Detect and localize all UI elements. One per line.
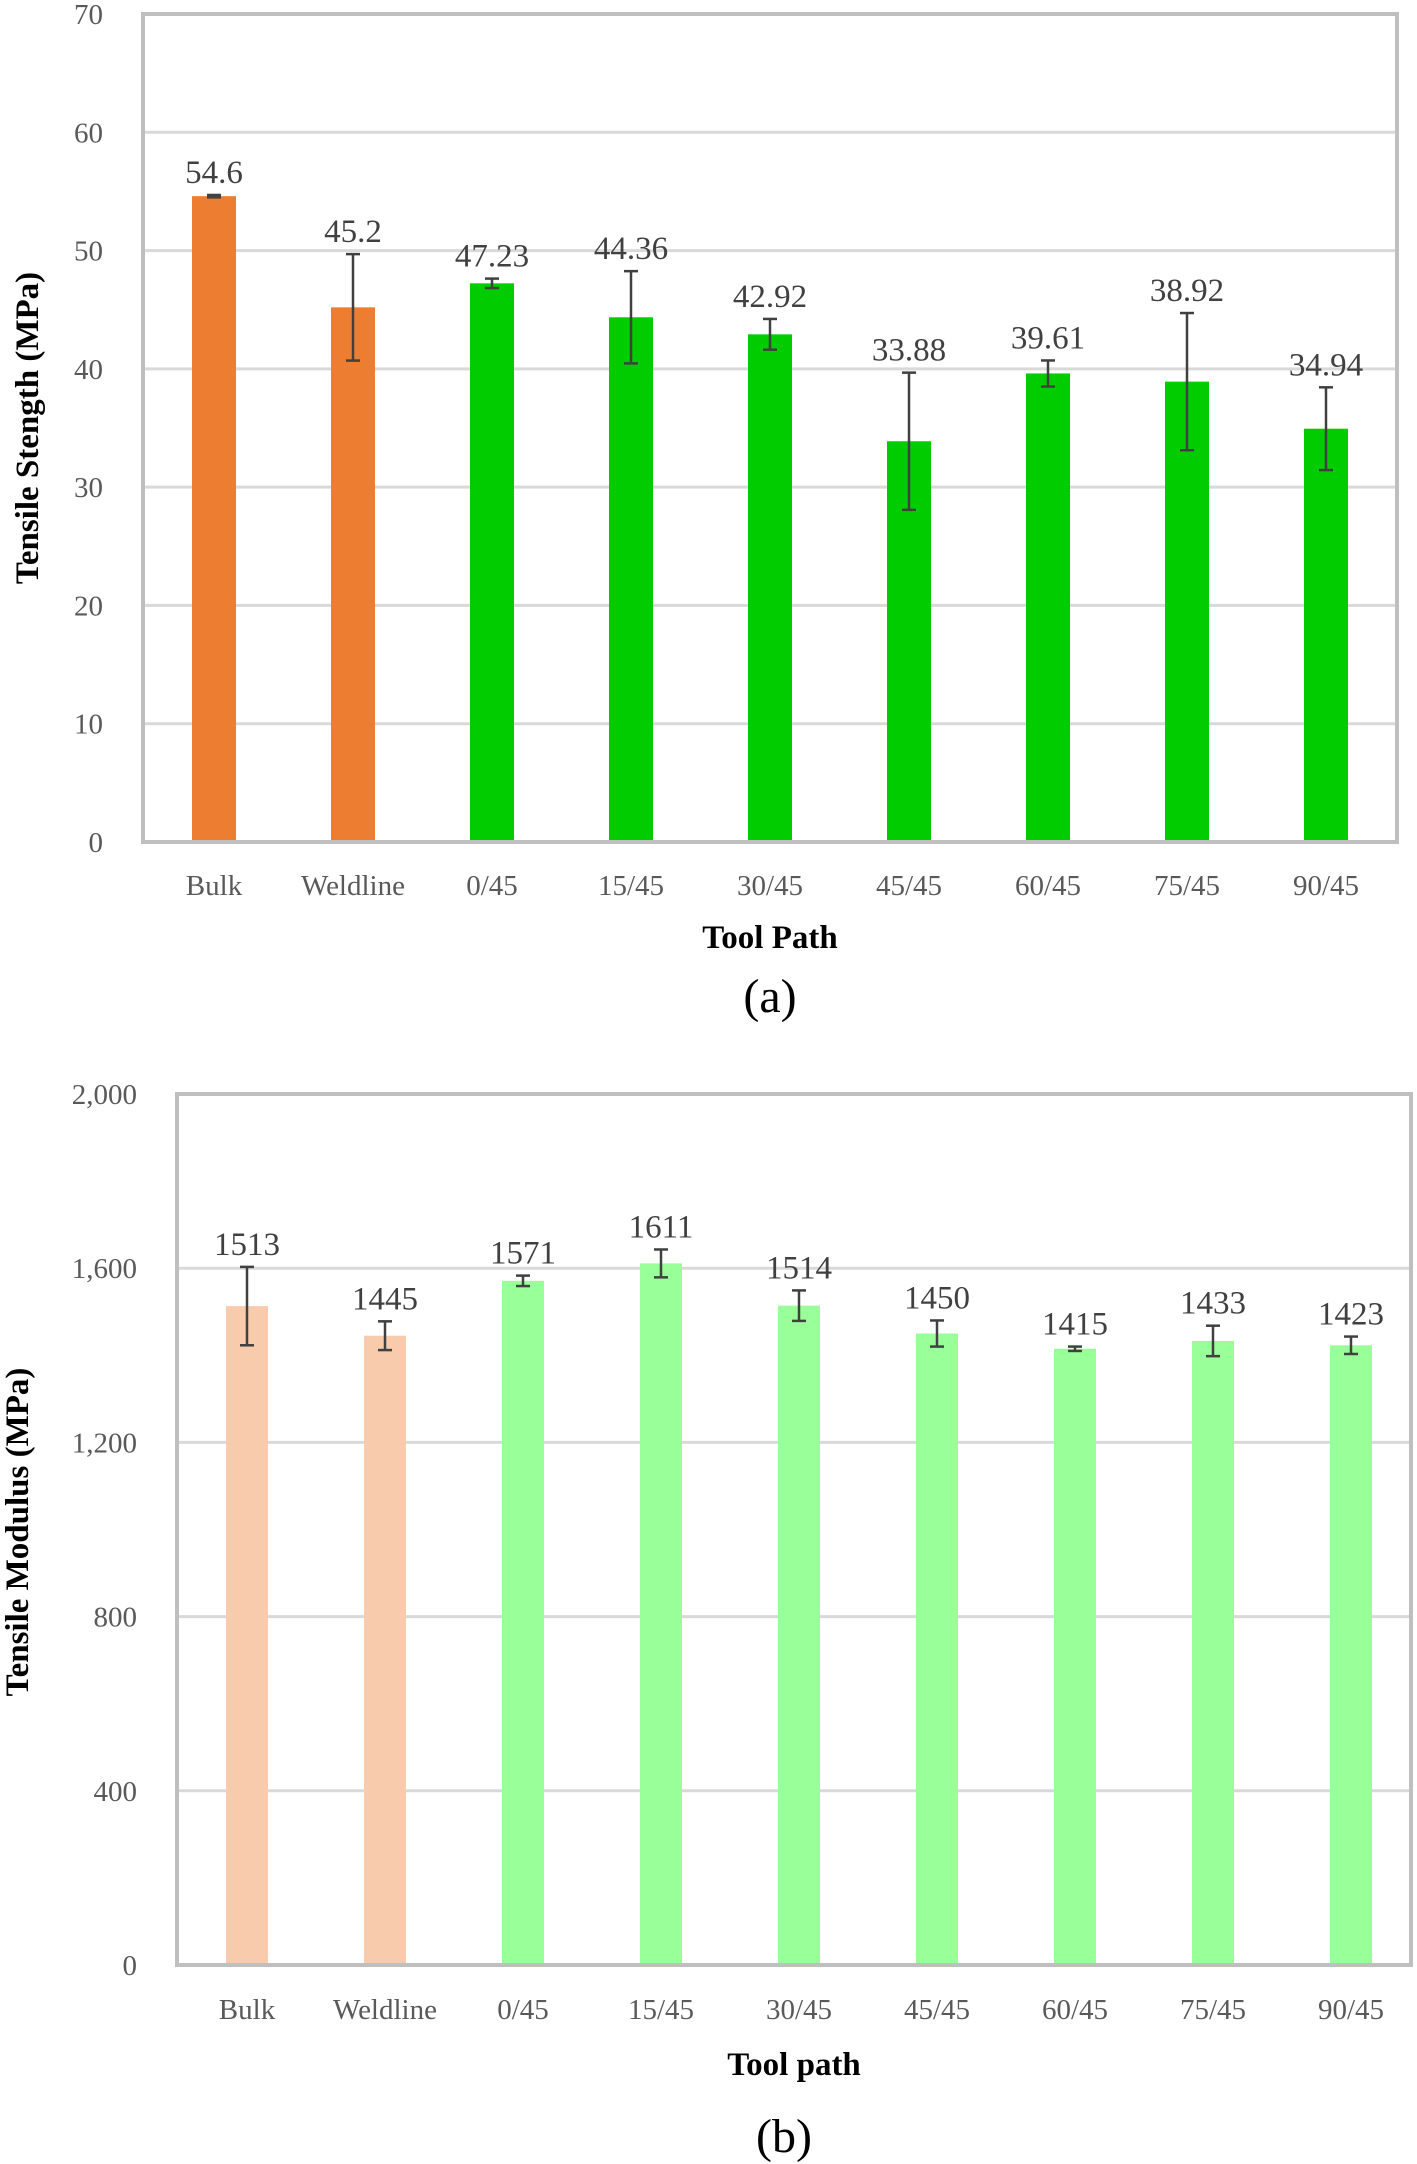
y-tick-label: 0 [89,827,104,859]
bar-15/45 [609,317,653,841]
bar-60/45 [1054,1348,1096,1963]
bar-Weldline [331,307,375,840]
y-tick-label: 20 [74,590,103,622]
plot-border [141,12,1399,844]
data-label: 1611 [629,1209,694,1245]
bar-90/45 [1304,428,1348,840]
y-tick-label: 1,600 [72,1253,137,1285]
y-tick-label: 400 [94,1776,138,1808]
x-axis-title: Tool Path [702,920,837,956]
data-label: 34.94 [1289,347,1363,383]
plot-border [175,1092,1413,1967]
y-tick-label: 2,000 [72,1079,137,1111]
data-label: 1450 [904,1280,970,1316]
y-tick-label: 1,200 [72,1427,137,1459]
x-tick-label: 0/45 [466,870,518,902]
x-tick-label: 15/45 [628,1994,694,2026]
panel-label: (b) [756,2110,812,2163]
y-tick-label: 30 [74,472,103,504]
x-tick-label: 0/45 [497,1994,549,2026]
data-label: 42.92 [733,279,807,315]
y-tick-label: 70 [74,0,103,31]
bar-Weldline [364,1335,406,1963]
data-label: 39.61 [1011,320,1085,356]
bar-90/45 [1330,1345,1372,1963]
x-tick-label: 60/45 [1042,1994,1108,2026]
data-label: 1433 [1180,1286,1246,1322]
x-tick-label: 90/45 [1293,870,1359,902]
x-tick-label: 30/45 [737,870,803,902]
x-tick-label: 75/45 [1154,870,1220,902]
data-label: 1513 [214,1227,280,1263]
y-tick-label: 0 [123,1950,138,1982]
bar-60/45 [1026,373,1070,840]
x-tick-label: 75/45 [1180,1994,1246,2026]
data-label: 38.92 [1150,273,1224,309]
bar-30/45 [778,1305,820,1963]
y-tick-label: 60 [74,117,103,149]
data-label: 44.36 [594,231,668,267]
x-tick-label: 30/45 [766,1994,832,2026]
x-tick-label: Bulk [219,1994,276,2026]
panel-label: (a) [743,970,796,1023]
data-label: 47.23 [455,239,529,275]
bar-Bulk [192,196,236,840]
y-axis-title: Tensile Modulus (MPa) [0,1368,36,1697]
y-axis-title: Tensile Stength (MPa) [10,272,46,584]
y-tick-label: 40 [74,354,103,386]
y-tick-label: 800 [94,1602,138,1634]
data-label: 33.88 [872,333,946,369]
data-label: 1423 [1318,1297,1384,1333]
chart-b: 0 400 800 1,200 1,600 2,000 1513 Bulk 1445 Weldli… [0,1079,1413,2163]
x-axis-title: Tool path [727,2047,861,2083]
data-label: 1571 [490,1236,556,1272]
x-tick-label: 45/45 [904,1994,970,2026]
bar-75/45 [1192,1340,1234,1963]
bar-15/45 [640,1263,682,1963]
x-tick-label: 90/45 [1318,1994,1384,2026]
bar-30/45 [748,334,792,840]
bar-0/45 [470,283,514,841]
data-label: 1415 [1042,1307,1108,1343]
y-tick-label: 50 [74,236,103,268]
x-tick-label: 15/45 [598,870,664,902]
data-label: 1514 [766,1250,832,1286]
x-tick-label: Weldline [301,870,405,902]
bar-45/45 [916,1333,958,1963]
x-tick-label: 45/45 [876,870,942,902]
y-tick-label: 10 [74,709,103,741]
x-tick-label: Bulk [186,870,243,902]
chart-a: 0 10 20 30 40 50 60 70 54.6 Bulk 45.2 Weldline 47.23… [10,0,1399,1023]
data-label: 54.6 [185,155,243,191]
data-label: 45.2 [324,214,382,250]
bar-Bulk [226,1306,268,1963]
bar-75/45 [1165,381,1209,840]
x-tick-label: 60/45 [1015,870,1081,902]
x-tick-label: Weldline [333,1994,437,2026]
data-label: 1445 [352,1281,418,1317]
bar-0/45 [502,1280,544,1963]
